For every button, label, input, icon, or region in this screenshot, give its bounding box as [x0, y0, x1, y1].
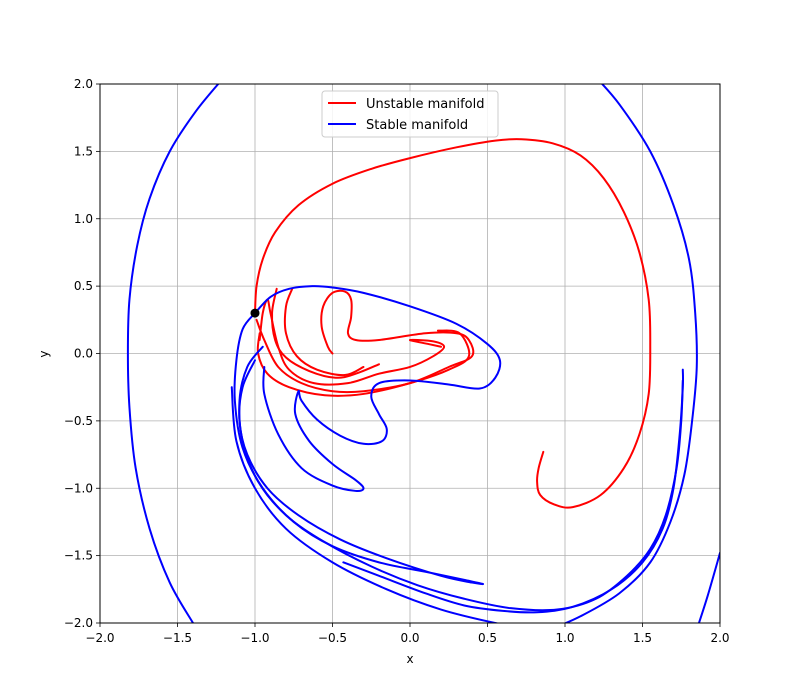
x-tick-label: 0.5 — [478, 631, 497, 645]
x-tick-label: 1.0 — [555, 631, 574, 645]
x-tick-label: −2.0 — [85, 631, 114, 645]
y-axis-label: y — [37, 350, 51, 357]
y-tick-label: 0.0 — [74, 347, 93, 361]
axis-ticks: −2.0 −1.5 −1.0 −0.5 0.0 0.5 1.0 1.5 2.0 −2.0 −1.5 −… — [64, 77, 730, 645]
legend-label-stable: Stable manifold — [366, 118, 468, 133]
y-tick-label: −2.0 — [64, 616, 93, 630]
unstable-manifold-branch-5 — [283, 287, 365, 377]
legend-label-unstable: Unstable manifold — [366, 97, 484, 112]
y-tick-label: 1.0 — [74, 212, 93, 226]
x-axis-label: x — [406, 652, 413, 666]
x-tick-label: −1.5 — [163, 631, 192, 645]
stable-manifold-branch-6 — [126, 84, 220, 623]
legend-box — [321, 90, 499, 138]
fixed-point-marker — [250, 308, 260, 318]
y-tick-label: 2.0 — [74, 77, 93, 91]
y-tick-label: −1.5 — [64, 549, 93, 563]
stable-manifold-branch-7 — [230, 386, 501, 623]
unstable-manifold-branch-3 — [255, 289, 475, 394]
manifold-curves — [126, 84, 720, 623]
unstable-manifold-branch-1 — [254, 138, 652, 509]
unstable-manifold-branch-2 — [258, 298, 446, 386]
x-tick-label: 1.5 — [633, 631, 652, 645]
stable-manifold-branch-2 — [233, 312, 485, 586]
y-tick-label: −1.0 — [64, 481, 93, 495]
stable-manifold-branch-4 — [238, 345, 684, 612]
y-tick-label: 0.5 — [74, 279, 93, 293]
y-tick-label: −0.5 — [64, 414, 93, 428]
x-tick-label: −1.0 — [240, 631, 269, 645]
y-tick-label: 1.5 — [74, 144, 93, 158]
x-tick-label: 2.0 — [710, 631, 729, 645]
stable-manifold-branch-1 — [254, 285, 502, 493]
x-tick-label: −0.5 — [318, 631, 347, 645]
stable-manifold-branch-5 — [563, 84, 698, 623]
unstable-manifold-branch-6 — [271, 287, 380, 379]
legend: Unstable manifold Stable manifold — [321, 90, 499, 138]
x-tick-label: 0.0 — [400, 631, 419, 645]
fixed-point-layer — [250, 308, 260, 318]
